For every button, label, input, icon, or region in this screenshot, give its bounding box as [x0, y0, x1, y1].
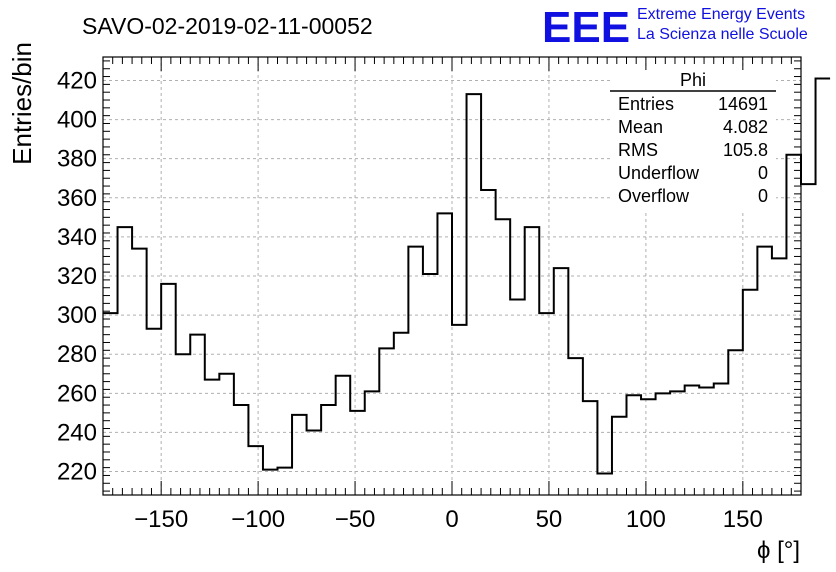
y-tick-label: 220: [57, 459, 97, 486]
x-tick-label: 0: [445, 506, 458, 533]
y-tick-labels: 220 240 260 280 300 320 340 360 380 400 420: [57, 67, 97, 485]
stats-title: Phi: [680, 70, 706, 90]
histogram-step-line: [103, 77, 831, 475]
y-tick-label: 320: [57, 263, 97, 290]
x-tick-labels: −150 −100 −50 0 50 100 150: [134, 506, 763, 533]
stats-value: 105.8: [723, 140, 768, 160]
x-tick-label: −150: [134, 506, 188, 533]
eee-logo: EEE Extreme Energy Events La Scienza nel…: [542, 3, 808, 52]
y-tick-label: 420: [57, 67, 97, 94]
stats-label: Underflow: [618, 163, 700, 183]
y-tick-label: 260: [57, 380, 97, 407]
x-tick-label: −50: [335, 506, 376, 533]
stats-value: 4.082: [723, 117, 768, 137]
stats-box: Phi Entries 14691 Mean 4.082 RMS 105.8 U…: [610, 70, 776, 210]
y-tick-label: 300: [57, 302, 97, 329]
axis-ticks: [103, 57, 801, 495]
stats-value: 0: [758, 186, 768, 206]
stats-label: Overflow: [618, 186, 690, 206]
logo-line-1: Extreme Energy Events: [637, 6, 805, 23]
stats-value: 0: [758, 163, 768, 183]
x-tick-label: 150: [723, 506, 763, 533]
y-tick-label: 360: [57, 185, 97, 212]
chart-title: SAVO-02-2019-02-11-00052: [82, 13, 373, 39]
stats-label: Mean: [618, 117, 663, 137]
logo-line-2: La Scienza nelle Scuole: [637, 26, 808, 43]
x-tick-label: −100: [231, 506, 285, 533]
stats-value: 14691: [718, 94, 768, 114]
y-tick-label: 240: [57, 419, 97, 446]
y-tick-label: 340: [57, 224, 97, 251]
x-tick-label: 100: [626, 506, 666, 533]
x-tick-label: 50: [536, 506, 563, 533]
stats-label: Entries: [618, 94, 674, 114]
y-tick-label: 400: [57, 107, 97, 134]
y-axis-label: Entries/bin: [7, 42, 37, 165]
stats-label: RMS: [618, 140, 658, 160]
logo-mark: EEE: [542, 3, 630, 52]
y-tick-label: 280: [57, 341, 97, 368]
y-tick-label: 380: [57, 146, 97, 173]
x-axis-label: ϕ [°]: [757, 537, 800, 564]
